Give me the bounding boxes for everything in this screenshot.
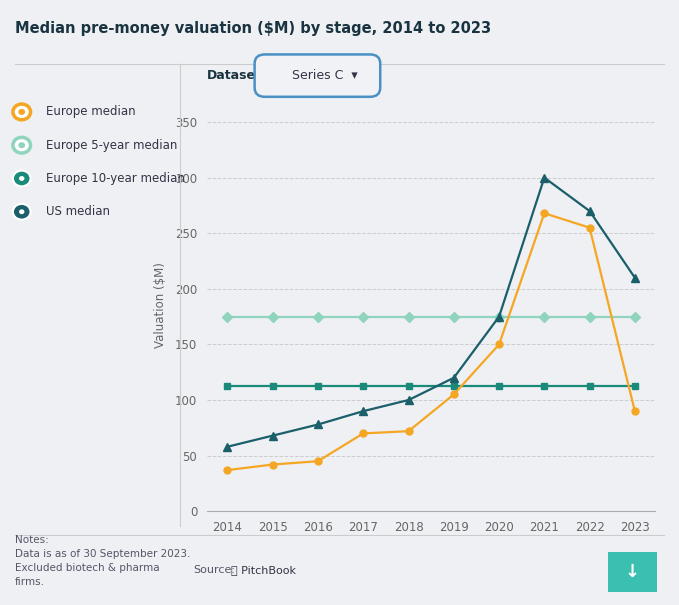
Text: Median pre-money valuation ($M) by stage, 2014 to 2023: Median pre-money valuation ($M) by stage…: [15, 21, 491, 36]
Text: Europe 5-year median: Europe 5-year median: [46, 139, 177, 152]
Text: Europe median: Europe median: [46, 105, 136, 119]
Text: Source:: Source:: [194, 565, 236, 575]
Text: Dataset: Dataset: [207, 69, 262, 82]
Text: Notes:
Data is as of 30 September 2023.
Excluded biotech & pharma
firms.: Notes: Data is as of 30 September 2023. …: [15, 535, 190, 587]
Y-axis label: Valuation ($M): Valuation ($M): [153, 263, 167, 348]
Text: 📈 PitchBook: 📈 PitchBook: [231, 565, 296, 575]
Text: Series C  ▾: Series C ▾: [292, 69, 358, 82]
Text: ↓: ↓: [625, 563, 640, 581]
Text: Europe 10-year median: Europe 10-year median: [46, 172, 185, 185]
Text: US median: US median: [46, 205, 110, 218]
